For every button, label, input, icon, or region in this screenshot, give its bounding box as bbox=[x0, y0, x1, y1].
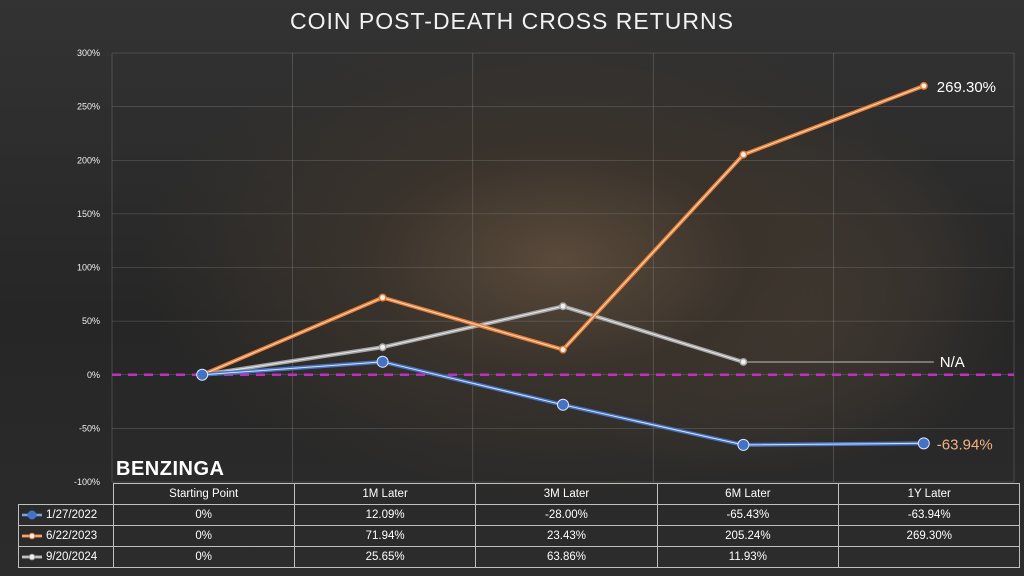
table-cell: 0% bbox=[112, 525, 295, 547]
data-point bbox=[559, 302, 567, 311]
series-line-outer bbox=[201, 84, 925, 377]
table-cell: 269.30% bbox=[838, 525, 1021, 547]
table-column-header: 3M Later bbox=[475, 483, 658, 505]
y-tick-label: 150% bbox=[77, 209, 100, 219]
legend-cell: 6/22/2023 bbox=[18, 525, 114, 547]
table-cell: 23.43% bbox=[475, 525, 658, 547]
series-line-inner bbox=[202, 305, 744, 376]
data-point bbox=[557, 398, 569, 411]
y-tick-label: 50% bbox=[82, 316, 100, 326]
y-tick-label: -100% bbox=[74, 477, 100, 487]
table-cell: 11.93% bbox=[656, 546, 840, 568]
end-label-1-27-2022: -63.94% bbox=[937, 436, 993, 453]
table-column-header: Starting Point bbox=[112, 483, 295, 505]
table-cell bbox=[838, 546, 1021, 568]
table-cell: -28.00% bbox=[475, 504, 658, 526]
table-row: 9/20/2024 0% 25.65% 63.86% 11.93% bbox=[18, 546, 1021, 568]
table-cell: 12.09% bbox=[293, 504, 477, 526]
table-cell: 0% bbox=[112, 546, 295, 568]
table-cell: -65.43% bbox=[656, 504, 840, 526]
end-label-9-20-2024: N/A bbox=[940, 354, 965, 371]
data-point bbox=[559, 345, 567, 354]
y-tick-label: 100% bbox=[77, 263, 100, 273]
legend-cell: 1/27/2022 bbox=[18, 504, 114, 526]
table-body: 1/27/2022 0% 12.09% -28.00% -65.43% -63.94% 6/… bbox=[18, 504, 1021, 568]
data-point bbox=[737, 438, 750, 451]
data-point bbox=[378, 343, 387, 352]
chart-title: COIN POST-DEATH CROSS RETURNS bbox=[290, 8, 734, 34]
y-tick-label: -50% bbox=[79, 423, 100, 433]
table-cell: 25.65% bbox=[293, 546, 477, 568]
table-cell: 71.94% bbox=[293, 525, 477, 547]
y-tick-label: 0% bbox=[87, 370, 100, 380]
data-point bbox=[376, 355, 389, 368]
table-row: 6/22/2023 0% 71.94% 23.43% 205.24% 269.30% bbox=[18, 525, 1021, 547]
legend-label: 6/22/2023 bbox=[46, 530, 98, 542]
y-tick-label: 200% bbox=[77, 155, 100, 165]
legend-cell: 9/20/2024 bbox=[18, 546, 114, 568]
legend-swatch bbox=[22, 553, 42, 561]
legend-swatch bbox=[22, 532, 42, 540]
table-column-header: 6M Later bbox=[656, 483, 840, 505]
data-point bbox=[196, 368, 209, 381]
table-cell: 63.86% bbox=[475, 546, 658, 568]
legend-swatch bbox=[22, 510, 42, 520]
y-tick-label: 300% bbox=[77, 48, 100, 58]
data-point bbox=[739, 150, 748, 159]
table-row: 1/27/2022 0% 12.09% -28.00% -65.43% -63.94% bbox=[18, 504, 1021, 526]
brand-logo: BENZINGA bbox=[116, 458, 225, 480]
table-cell: 205.24% bbox=[656, 525, 840, 547]
table-cell: -63.94% bbox=[838, 504, 1021, 526]
legend-label: 9/20/2024 bbox=[46, 551, 98, 563]
legend-label: 1/27/2022 bbox=[46, 509, 98, 521]
data-point bbox=[739, 358, 748, 366]
table-cell: 0% bbox=[112, 504, 295, 526]
data-point bbox=[917, 437, 930, 450]
y-tick-label: 250% bbox=[77, 102, 100, 112]
data-table: Starting Point 1M Later 3M Later 6M Later 1Y… bbox=[18, 483, 1021, 568]
table-column-header: 1Y Later bbox=[838, 483, 1021, 505]
table-corner bbox=[18, 483, 114, 505]
data-point bbox=[378, 293, 387, 302]
table-header-row: Starting Point 1M Later 3M Later 6M Later 1Y… bbox=[18, 483, 1021, 505]
table-column-header: 1M Later bbox=[293, 483, 477, 505]
data-point bbox=[919, 81, 928, 90]
end-label-6-22-2023: 269.30% bbox=[937, 79, 996, 96]
